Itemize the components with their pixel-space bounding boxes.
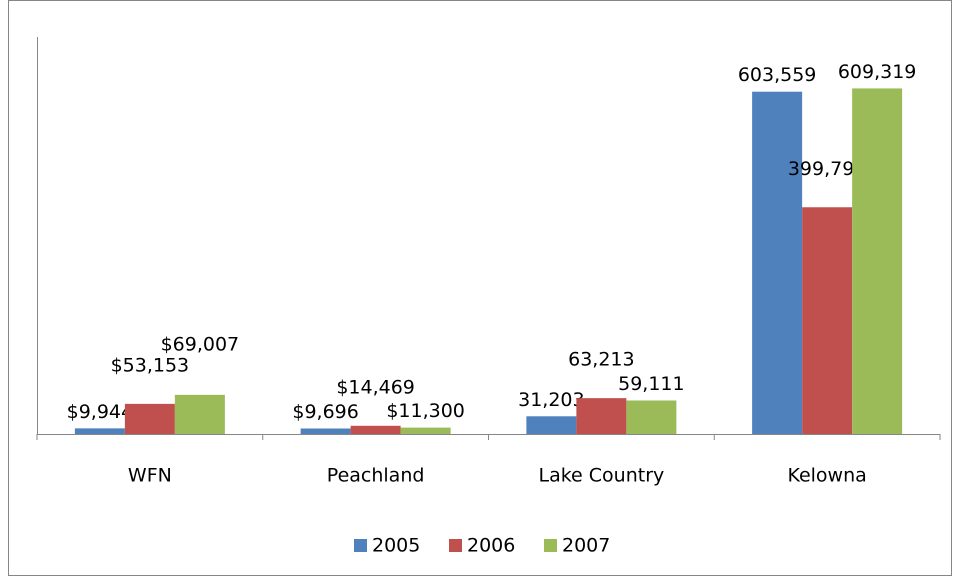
data-label: $11,300	[386, 400, 465, 422]
legend-label: 2007	[562, 535, 610, 557]
legend-swatch	[354, 539, 367, 552]
data-label: 603,559	[738, 64, 817, 86]
bar	[350, 425, 401, 434]
data-label: 609,319	[838, 61, 917, 83]
bar	[526, 416, 577, 434]
bar	[400, 427, 451, 434]
x-tick-label: Kelowna	[787, 465, 866, 487]
x-tick-label: WFN	[128, 465, 172, 487]
data-label: $9,696	[292, 401, 358, 423]
bar	[174, 394, 225, 434]
legend-label: 2006	[467, 535, 515, 557]
data-label: $9,944	[67, 401, 133, 423]
bar	[852, 88, 903, 435]
x-tick-label: Lake Country	[538, 465, 664, 487]
data-label: $53,153	[111, 354, 190, 376]
bar	[124, 403, 175, 434]
legend-swatch	[449, 539, 462, 552]
bar	[300, 428, 351, 434]
bar	[752, 91, 803, 434]
data-label: 59,111	[618, 373, 684, 395]
data-label: 399,799	[788, 158, 867, 180]
legend-swatch	[544, 539, 557, 552]
data-label: $14,469	[336, 376, 415, 398]
x-tick-label: Peachland	[327, 465, 425, 487]
bar	[626, 400, 677, 434]
bar	[74, 428, 125, 434]
bar	[576, 398, 627, 434]
data-label: $69,007	[161, 333, 240, 355]
bar	[802, 207, 853, 434]
data-label: 31,203	[518, 389, 584, 411]
data-label: 63,213	[568, 349, 634, 371]
legend-label: 2005	[372, 535, 420, 557]
